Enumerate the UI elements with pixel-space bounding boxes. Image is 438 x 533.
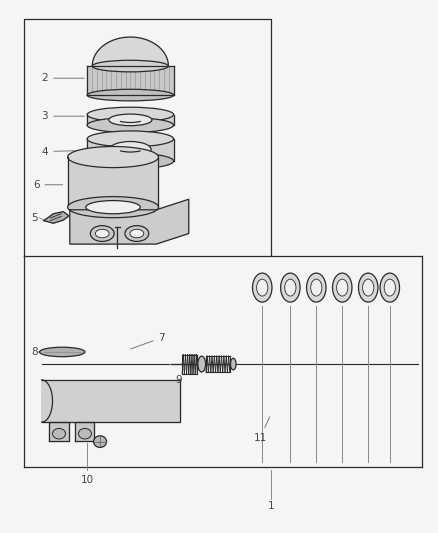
Ellipse shape — [94, 436, 106, 447]
Ellipse shape — [78, 429, 92, 439]
Ellipse shape — [130, 229, 144, 238]
Ellipse shape — [67, 147, 159, 167]
Polygon shape — [42, 380, 180, 422]
Ellipse shape — [87, 90, 173, 101]
Ellipse shape — [87, 131, 173, 147]
Ellipse shape — [87, 153, 173, 169]
Ellipse shape — [281, 273, 300, 302]
Polygon shape — [42, 380, 53, 422]
Ellipse shape — [307, 273, 326, 302]
Polygon shape — [92, 37, 168, 66]
Text: 3: 3 — [42, 111, 85, 121]
Polygon shape — [87, 115, 173, 125]
Polygon shape — [87, 66, 173, 95]
Polygon shape — [75, 422, 95, 441]
Text: 7: 7 — [131, 333, 165, 349]
Text: 4: 4 — [42, 147, 85, 157]
Ellipse shape — [125, 225, 149, 241]
Ellipse shape — [109, 114, 152, 126]
Ellipse shape — [87, 118, 173, 133]
Ellipse shape — [380, 273, 399, 302]
Ellipse shape — [285, 279, 296, 296]
Ellipse shape — [90, 225, 114, 241]
Polygon shape — [70, 199, 189, 244]
Text: 10: 10 — [81, 475, 94, 485]
Ellipse shape — [53, 429, 66, 439]
Ellipse shape — [67, 197, 159, 217]
Ellipse shape — [95, 229, 109, 238]
Ellipse shape — [384, 279, 396, 296]
Text: 2: 2 — [42, 73, 85, 83]
Ellipse shape — [110, 141, 151, 157]
Ellipse shape — [358, 273, 378, 302]
Ellipse shape — [311, 279, 322, 296]
Text: 11: 11 — [254, 417, 270, 443]
Ellipse shape — [332, 273, 352, 302]
Ellipse shape — [230, 358, 236, 370]
Ellipse shape — [253, 273, 272, 302]
Ellipse shape — [86, 200, 140, 214]
Polygon shape — [44, 212, 69, 223]
Text: 6: 6 — [33, 180, 63, 190]
Text: 9: 9 — [176, 369, 184, 385]
Ellipse shape — [39, 347, 85, 357]
Ellipse shape — [257, 279, 268, 296]
Text: 5: 5 — [32, 213, 38, 223]
Ellipse shape — [363, 279, 374, 296]
Text: 1: 1 — [268, 501, 274, 511]
Ellipse shape — [87, 107, 173, 122]
Polygon shape — [49, 422, 68, 441]
Ellipse shape — [337, 279, 348, 296]
Ellipse shape — [92, 60, 168, 72]
Polygon shape — [67, 157, 159, 207]
Polygon shape — [87, 139, 173, 161]
Ellipse shape — [198, 356, 205, 372]
Text: 8: 8 — [32, 347, 39, 357]
